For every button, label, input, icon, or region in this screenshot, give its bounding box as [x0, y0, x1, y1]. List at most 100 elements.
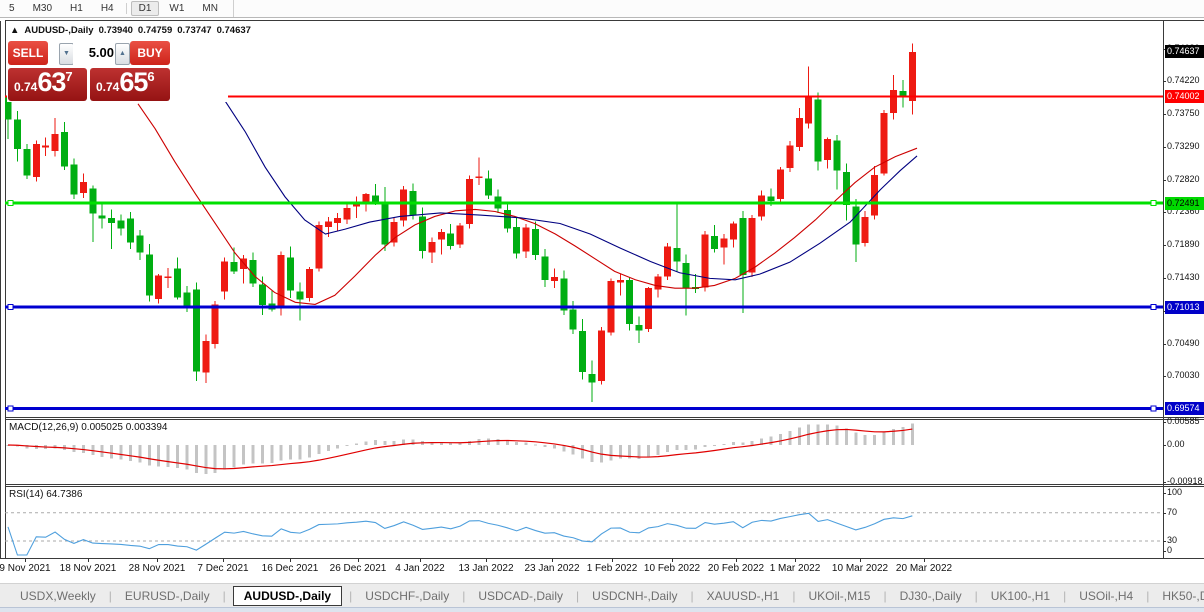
timeframe-5[interactable]: 5 — [9, 3, 15, 14]
date-label-13-jan-2022: 13 Jan 2022 — [458, 563, 514, 574]
tab-divider: | — [462, 588, 466, 603]
date-tick-mark — [552, 559, 553, 562]
date-label-10-feb-2022: 10 Feb 2022 — [643, 563, 701, 574]
price-tick-mark — [1163, 49, 1166, 50]
date-tick-mark — [486, 559, 487, 562]
date-tick-mark — [736, 559, 737, 562]
date-label-1-mar-2022: 1 Mar 2022 — [769, 563, 821, 574]
chart-frame-left — [5, 21, 6, 558]
date-tick-mark — [672, 559, 673, 562]
chart-symbol-label: AUDUSD-,Daily — [24, 25, 94, 36]
tab-divider: | — [690, 588, 694, 603]
price-tick-mark — [1163, 212, 1166, 213]
rsi-tick-mark — [1163, 513, 1166, 514]
ohlc-open: 0.73940 — [98, 25, 133, 36]
price-tick-mark — [1163, 180, 1166, 181]
date-tick-mark — [358, 559, 359, 562]
volume-input[interactable]: 5.00 — [73, 41, 115, 65]
macd-axis-tick: -0.00918 — [1167, 476, 1203, 486]
date-label-9-nov-2021: 9 Nov 2021 — [0, 563, 51, 574]
tab-divider: | — [974, 588, 978, 603]
macd-axis-tick: 0.00 — [1167, 439, 1185, 449]
collapse-panel-icon[interactable]: ▲ — [10, 25, 20, 36]
timeframe-w1[interactable]: W1 — [169, 3, 185, 14]
price-tick-mark — [1163, 114, 1166, 115]
hline-handle[interactable] — [1150, 304, 1157, 311]
tab-usdcnh-daily[interactable]: USDCNH-,Daily — [592, 588, 678, 603]
ohlc-low: 0.73747 — [177, 25, 212, 36]
tab-usdchf-daily[interactable]: USDCHF-,Daily — [365, 588, 450, 603]
date-tick-mark — [924, 559, 925, 562]
timeframe-h1[interactable]: H1 — [70, 3, 83, 14]
macd-label: MACD(12,26,9) 0.005025 0.003394 — [9, 422, 168, 433]
timeframe-mn[interactable]: MN — [202, 3, 218, 14]
tab-eurusd-daily[interactable]: EURUSD-,Daily — [124, 588, 210, 603]
price-axis-tick: 0.74220 — [1167, 75, 1200, 85]
tab-usdcad-daily[interactable]: USDCAD-,Daily — [478, 588, 564, 603]
rsi-tick-mark — [1163, 541, 1166, 542]
price-badge-0.74002: 0.74002 — [1165, 90, 1204, 103]
timeframe-m30[interactable]: M30 — [32, 3, 53, 14]
tab-ukoil-m15[interactable]: UKOil-,M15 — [808, 588, 871, 603]
buy-price-quote[interactable]: 0.74656 — [90, 67, 170, 101]
timeframe-d1[interactable]: D1 — [130, 1, 160, 16]
timeframe-h4[interactable]: H4 — [100, 3, 114, 14]
rsi-axis-tick: 100 — [1167, 487, 1183, 497]
price-axis-tick: 0.72360 — [1167, 206, 1200, 216]
date-tick-mark — [88, 559, 89, 562]
tab-hk50-daily[interactable]: HK50-,Daily — [1162, 588, 1204, 603]
date-tick-mark — [612, 559, 613, 562]
macd-tick-mark — [1163, 422, 1166, 423]
rsi-indicator-panel[interactable] — [5, 488, 1163, 557]
price-tick-mark — [1163, 278, 1166, 279]
tab-uk100-h1[interactable]: UK100-,H1 — [990, 588, 1051, 603]
buy-button[interactable]: BUY — [130, 41, 170, 65]
status-strip — [0, 607, 1204, 612]
price-axis-tick: 0.73290 — [1167, 141, 1200, 151]
hline-handle[interactable] — [1150, 405, 1157, 412]
sell-button[interactable]: SELL — [8, 41, 48, 65]
rsi-tick-mark — [1163, 493, 1166, 494]
rsi-axis-tick: 0 — [1167, 545, 1173, 555]
sell-price-quote[interactable]: 0.74637 — [8, 67, 87, 101]
volume-increase-button[interactable]: ▲ — [115, 43, 130, 65]
hline-handle[interactable] — [7, 405, 14, 412]
hline-handle[interactable] — [7, 200, 14, 206]
rsi-axis-tick: 30 — [1167, 535, 1178, 545]
volume-decrease-button[interactable]: ▼ — [59, 43, 74, 65]
hline-handle[interactable] — [1150, 200, 1157, 206]
tab-dj30-daily[interactable]: DJ30-,Daily — [899, 588, 962, 603]
rsi-axis-tick: 70 — [1167, 507, 1178, 517]
price-axis-tick: 0.73750 — [1167, 108, 1200, 118]
date-label-20-feb-2022: 20 Feb 2022 — [707, 563, 765, 574]
date-tick-mark — [290, 559, 291, 562]
rsi-tick-mark — [1163, 551, 1166, 552]
date-label-16-dec-2021: 16 Dec 2021 — [261, 563, 319, 574]
date-tick-mark — [223, 559, 224, 562]
one-click-trading-panel: SELL ▼ 5.00 ▲ BUY 0.74637 0.74656 — [7, 39, 228, 102]
date-label-1-feb-2022: 1 Feb 2022 — [586, 563, 638, 574]
macd-axis-tick: 0.00585 — [1167, 416, 1200, 426]
price-axis-tick: 0.72820 — [1167, 174, 1200, 184]
date-label-7-dec-2021: 7 Dec 2021 — [197, 563, 249, 574]
date-label-4-jan-2022: 4 Jan 2022 — [395, 563, 445, 574]
tab-divider: | — [349, 588, 353, 603]
tab-divider: | — [576, 588, 580, 603]
price-tick-mark — [1163, 344, 1166, 345]
rsi-panel-separator-a — [5, 484, 1204, 485]
rsi-label: RSI(14) 64.7386 — [9, 489, 83, 500]
tab-usoil-h4[interactable]: USOil-,H4 — [1079, 588, 1134, 603]
sell-price-pips: 63 — [37, 67, 66, 97]
hline-handle[interactable] — [7, 304, 14, 311]
tab-usdx-weekly[interactable]: USDX,Weekly — [20, 588, 96, 603]
tab-audusd-daily[interactable]: AUDUSD-,Daily — [232, 585, 343, 606]
date-tick-mark — [157, 559, 158, 562]
macd-indicator-panel[interactable] — [5, 421, 1163, 483]
tab-xauusd-h1[interactable]: XAUUSD-,H1 — [706, 588, 780, 603]
main-price-chart[interactable] — [5, 21, 1163, 417]
tab-divider: | — [108, 588, 112, 603]
price-tick-mark — [1163, 311, 1166, 312]
time-axis-line — [0, 558, 1204, 559]
price-tick-mark — [1163, 245, 1166, 246]
